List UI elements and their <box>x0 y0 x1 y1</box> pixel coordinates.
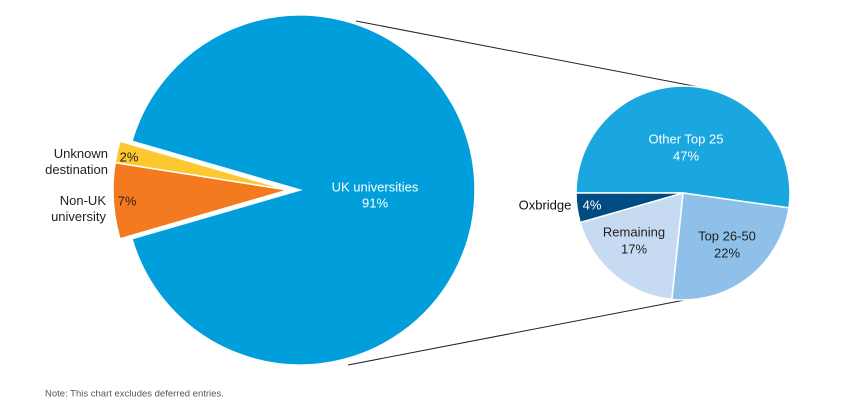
slice-value-label: 22% <box>714 245 740 260</box>
slice-label: Non-UK university <box>51 193 106 224</box>
pie-slice <box>131 14 476 366</box>
slice-label: Oxbridge <box>519 197 572 212</box>
connector-line <box>347 298 691 366</box>
pie-slice <box>114 140 289 191</box>
slice-label: UK universities <box>332 179 419 194</box>
note: Note: This chart excludes deferred entri… <box>45 389 224 400</box>
pie-slice <box>575 85 791 209</box>
pie-slice <box>575 192 684 224</box>
slice-label: Other Top 25 <box>649 131 724 146</box>
slice-value-label: 4% <box>583 197 602 212</box>
slice-label: Remaining <box>603 224 665 239</box>
pie-slice <box>670 192 790 301</box>
pie-slice <box>579 191 684 301</box>
slice-label: Top 26-50 <box>698 228 756 243</box>
slice-label: Unknown destination <box>45 146 108 177</box>
slice-value-label: 7% <box>118 193 137 208</box>
slice-value-label: 91% <box>362 195 388 210</box>
slice-value-label: 2% <box>120 149 139 164</box>
connector-line <box>355 20 705 89</box>
slice-value-label: 17% <box>621 241 647 256</box>
slice-value-label: 47% <box>673 148 699 163</box>
